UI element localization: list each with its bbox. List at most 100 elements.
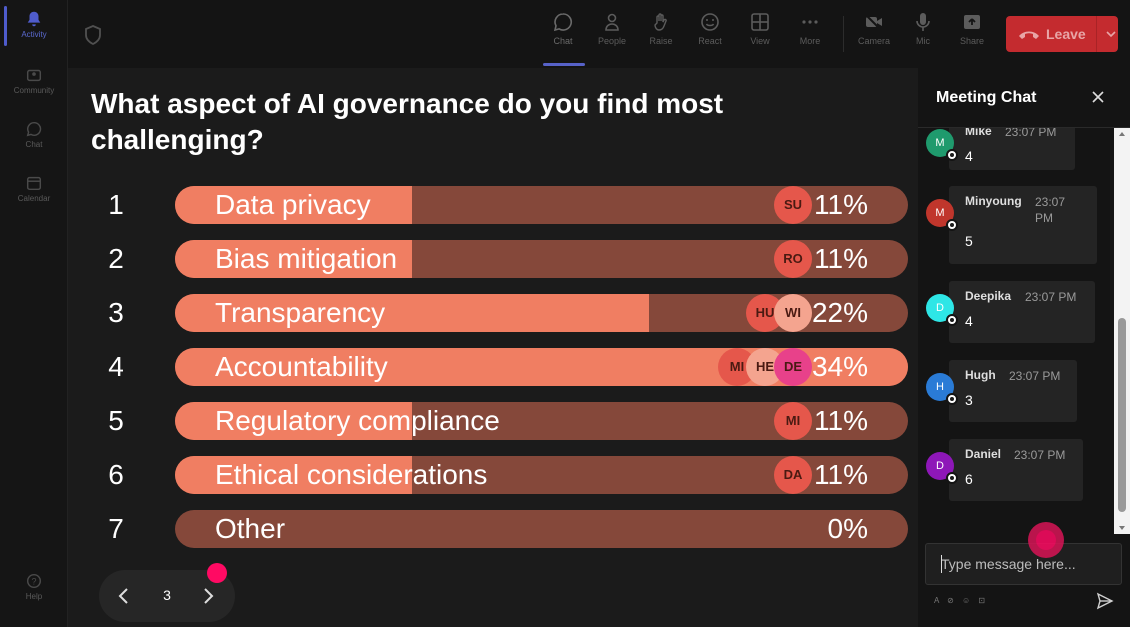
presence-status-icon bbox=[946, 472, 958, 484]
chat-message-input[interactable] bbox=[925, 543, 1122, 585]
option-number: 5 bbox=[108, 405, 124, 436]
camera-button[interactable]: Camera bbox=[851, 12, 897, 46]
voter-avatar[interactable]: RO bbox=[774, 240, 812, 278]
poll-option-row: 1 Data privacy SU 11% bbox=[68, 186, 918, 224]
more-button-label: More bbox=[799, 36, 821, 46]
sender-name: Deepika bbox=[965, 289, 1012, 303]
chat-messages: Mike 23:07 PM 4 M Minyoung 23:07 PM 5 M Deepika 2… bbox=[918, 128, 1118, 533]
message-time: 23:07 PM bbox=[1005, 128, 1057, 139]
community-icon bbox=[26, 69, 42, 82]
option-percentage: 34% bbox=[811, 351, 868, 382]
active-tab-underline bbox=[543, 63, 585, 66]
help-icon: ? bbox=[26, 573, 42, 589]
sender-name: Minyoung bbox=[965, 194, 1022, 208]
voter-avatar[interactable]: MI bbox=[774, 402, 812, 440]
leave-button[interactable]: Leave bbox=[1006, 16, 1118, 52]
option-label: Ethical considerations bbox=[215, 459, 488, 490]
message-time: 23:07 PM bbox=[1014, 448, 1066, 462]
poll-option-row: 6 Ethical considerations DA 11% bbox=[68, 456, 918, 494]
mic-icon bbox=[916, 13, 930, 31]
voter-avatar[interactable]: DA bbox=[774, 456, 812, 494]
avatar-initial: M bbox=[935, 207, 945, 219]
rail-item-chat[interactable]: Chat bbox=[0, 120, 68, 149]
result-bar: Regulatory compliance MI 11% bbox=[175, 402, 908, 440]
avatar-initial: M bbox=[935, 137, 945, 149]
voter-avatar[interactable]: SU bbox=[774, 186, 812, 224]
option-label: Transparency bbox=[215, 297, 386, 328]
option-percentage: 0% bbox=[827, 513, 868, 544]
sender-avatar[interactable]: H bbox=[926, 373, 958, 405]
result-bar-fill bbox=[175, 240, 412, 278]
react-button[interactable]: React bbox=[687, 12, 733, 46]
people-button[interactable]: People bbox=[589, 12, 635, 46]
sender-name: Mike bbox=[965, 128, 992, 138]
chat-message[interactable]: Minyoung 23:07 PM 5 bbox=[949, 186, 1097, 264]
rail-item-help[interactable]: ? Help bbox=[0, 572, 68, 601]
chat-message[interactable]: Mike 23:07 PM 4 bbox=[949, 128, 1075, 170]
sender-avatar[interactable]: M bbox=[926, 199, 958, 231]
result-bar: Transparency HU WI 22% bbox=[175, 294, 908, 332]
chat-icon bbox=[553, 13, 572, 32]
rail-label: Activity bbox=[21, 30, 47, 39]
chat-message[interactable]: Deepika 23:07 PM 4 bbox=[949, 281, 1095, 343]
more-button[interactable]: More bbox=[787, 12, 833, 46]
chat-message[interactable]: Hugh 23:07 PM 3 bbox=[949, 360, 1077, 422]
rail-item-calendar[interactable]: Calendar bbox=[0, 174, 68, 203]
result-bar-fill bbox=[175, 186, 412, 224]
poll-option-row: 7 Other 0% bbox=[68, 510, 918, 548]
share-button[interactable]: Share bbox=[949, 12, 995, 46]
avatar-initial: H bbox=[936, 381, 944, 393]
mic-button-label: Mic bbox=[916, 36, 930, 46]
result-bar: Accountability MI HE DE 34% bbox=[175, 348, 908, 386]
voter-avatar[interactable]: HU bbox=[746, 294, 784, 332]
view-button[interactable]: View bbox=[737, 12, 783, 46]
sender-avatar[interactable]: D bbox=[926, 452, 958, 484]
format-toolbar[interactable]: A ⊘ ☺ ⊡ bbox=[934, 596, 989, 605]
chat-button-label: Chat bbox=[553, 36, 573, 46]
option-percentage: 11% bbox=[814, 243, 868, 274]
option-label: Accountability bbox=[215, 351, 388, 382]
poll-option-row: 5 Regulatory compliance MI 11% bbox=[68, 402, 918, 440]
chat-message[interactable]: Daniel 23:07 PM 6 bbox=[949, 439, 1083, 501]
option-percentage: 11% bbox=[814, 189, 868, 220]
scroll-down-arrow[interactable] bbox=[1119, 526, 1125, 530]
rail-item-community[interactable]: Community bbox=[0, 66, 68, 95]
send-icon[interactable] bbox=[1096, 592, 1114, 610]
chevron-right-icon[interactable] bbox=[201, 586, 215, 606]
poll-option-row: 2 Bias mitigation RO 11% bbox=[68, 240, 918, 278]
sender-avatar[interactable]: D bbox=[926, 294, 958, 326]
scroll-thumb[interactable] bbox=[1118, 318, 1126, 512]
calendar-icon bbox=[26, 176, 42, 191]
react-button-label: React bbox=[698, 36, 722, 46]
chat-icon bbox=[26, 121, 42, 137]
result-bar: Data privacy SU 11% bbox=[175, 186, 908, 224]
voter-avatar[interactable]: WI bbox=[774, 294, 812, 332]
chat-button[interactable]: Chat bbox=[540, 12, 586, 46]
result-bar: Ethical considerations DA 11% bbox=[175, 456, 908, 494]
presence-status-icon bbox=[946, 314, 958, 326]
message-time: 23:07 PM bbox=[1035, 195, 1066, 225]
raise-hand-button[interactable]: Raise bbox=[638, 12, 684, 46]
scroll-up-arrow[interactable] bbox=[1119, 132, 1125, 136]
rail-label: Help bbox=[25, 592, 43, 601]
grid-icon bbox=[751, 13, 769, 31]
avatar-initial: D bbox=[936, 460, 944, 472]
chat-scrollbar[interactable] bbox=[1114, 128, 1130, 534]
voter-avatar[interactable]: DE bbox=[774, 348, 812, 386]
cursor-highlight bbox=[1028, 522, 1064, 558]
meeting-toolbar: Chat People Raise React View More Camera… bbox=[68, 0, 1130, 68]
close-icon[interactable] bbox=[1091, 90, 1105, 104]
leave-label: Leave bbox=[1046, 26, 1086, 42]
sender-name: Daniel bbox=[965, 447, 1002, 461]
mic-button[interactable]: Mic bbox=[900, 12, 946, 46]
presence-status-icon bbox=[946, 149, 958, 161]
rail-label: Calendar bbox=[17, 194, 51, 203]
option-number: 1 bbox=[108, 189, 124, 220]
message-text: 4 bbox=[965, 313, 973, 329]
avatar-initial: D bbox=[936, 302, 944, 314]
phone-hangup-icon bbox=[1019, 31, 1039, 39]
chevron-left-icon[interactable] bbox=[117, 586, 131, 606]
rail-item-activity[interactable]: Activity bbox=[0, 10, 68, 39]
chevron-down-icon[interactable] bbox=[1105, 28, 1117, 40]
sender-avatar[interactable]: M bbox=[926, 129, 958, 161]
